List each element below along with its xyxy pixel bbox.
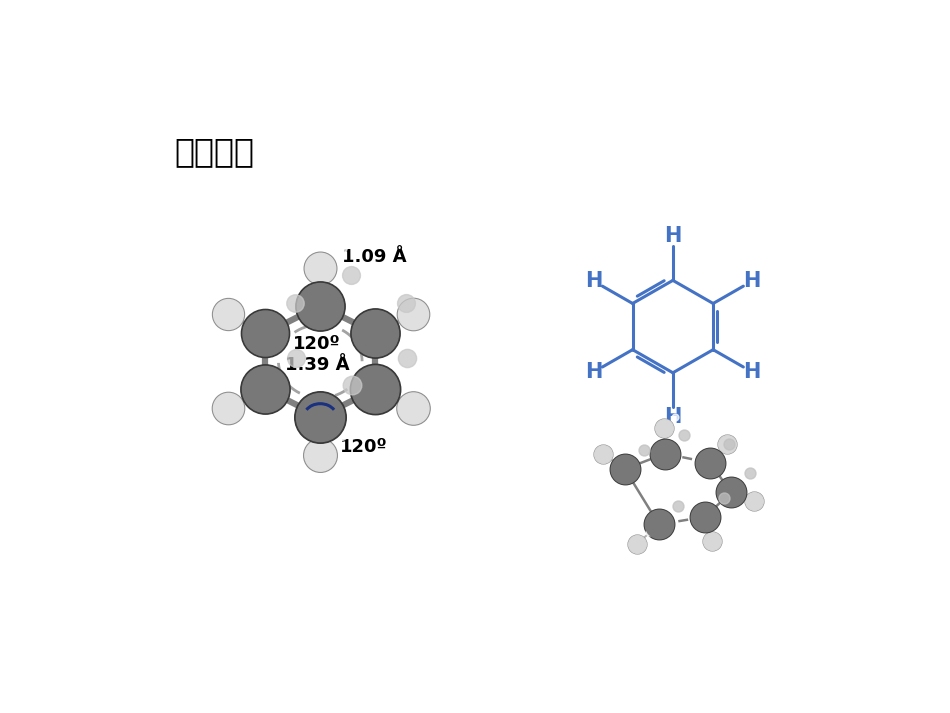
Point	[399, 352, 414, 364]
Point	[702, 457, 717, 468]
Point	[723, 486, 738, 498]
Point	[607, 436, 622, 448]
Point	[368, 384, 383, 395]
Point	[406, 309, 421, 320]
Point	[313, 411, 328, 423]
Text: H: H	[585, 271, 602, 291]
Text: H: H	[664, 226, 681, 246]
Point	[671, 500, 686, 511]
Point	[656, 423, 671, 434]
Point	[698, 511, 713, 523]
Point	[596, 448, 611, 459]
Point	[313, 449, 328, 461]
Point	[399, 297, 414, 309]
Point	[676, 429, 692, 441]
Point	[333, 242, 349, 253]
Point	[719, 438, 734, 449]
Point	[313, 262, 328, 273]
Point	[698, 511, 713, 523]
Point	[313, 449, 328, 461]
Point	[406, 402, 421, 414]
Point	[257, 328, 273, 339]
Point	[313, 300, 328, 312]
Text: H: H	[585, 362, 602, 382]
Point	[288, 298, 303, 309]
Point	[368, 384, 383, 395]
Point	[426, 381, 441, 393]
Point	[723, 486, 738, 498]
Point	[656, 423, 671, 434]
Point	[368, 328, 383, 339]
Point	[704, 535, 719, 547]
Point	[289, 353, 304, 364]
Text: 1.39 Å: 1.39 Å	[285, 356, 350, 374]
Point	[313, 411, 328, 423]
Point	[426, 289, 441, 300]
Point	[732, 426, 747, 438]
Point	[345, 379, 360, 391]
Point	[257, 384, 273, 395]
Point	[618, 463, 633, 475]
Point	[641, 526, 656, 538]
Text: H: H	[744, 362, 761, 382]
Point	[652, 519, 667, 530]
Text: 分子结构: 分子结构	[174, 135, 254, 168]
Point	[630, 538, 645, 550]
Point	[715, 524, 731, 535]
Text: H: H	[664, 407, 681, 427]
Point	[333, 429, 349, 440]
Point	[652, 519, 667, 530]
Point	[657, 448, 673, 459]
Point	[406, 309, 421, 320]
Point	[257, 328, 273, 339]
Point	[722, 438, 737, 450]
Point	[313, 262, 328, 273]
Point	[618, 463, 633, 475]
Point	[747, 496, 762, 507]
Point	[758, 484, 773, 496]
Point	[743, 468, 758, 479]
Point	[668, 411, 683, 422]
Text: 1.09 Å: 1.09 Å	[342, 247, 407, 266]
Point	[747, 496, 762, 507]
Text: H: H	[744, 271, 761, 291]
Point	[717, 492, 732, 503]
Point	[657, 448, 673, 459]
Point	[719, 438, 734, 449]
Point	[596, 448, 611, 459]
Point	[257, 384, 273, 395]
Point	[240, 289, 256, 300]
Point	[313, 300, 328, 312]
Text: 120º: 120º	[293, 335, 340, 353]
Point	[220, 402, 236, 414]
Point	[406, 402, 421, 414]
Point	[344, 270, 359, 281]
Point	[630, 538, 645, 550]
Point	[702, 457, 717, 468]
Text: 120º: 120º	[340, 438, 388, 456]
Point	[220, 309, 236, 320]
Point	[704, 535, 719, 547]
Point	[368, 328, 383, 339]
Point	[220, 402, 236, 414]
Point	[240, 382, 256, 394]
Point	[220, 309, 236, 320]
Point	[636, 444, 652, 456]
